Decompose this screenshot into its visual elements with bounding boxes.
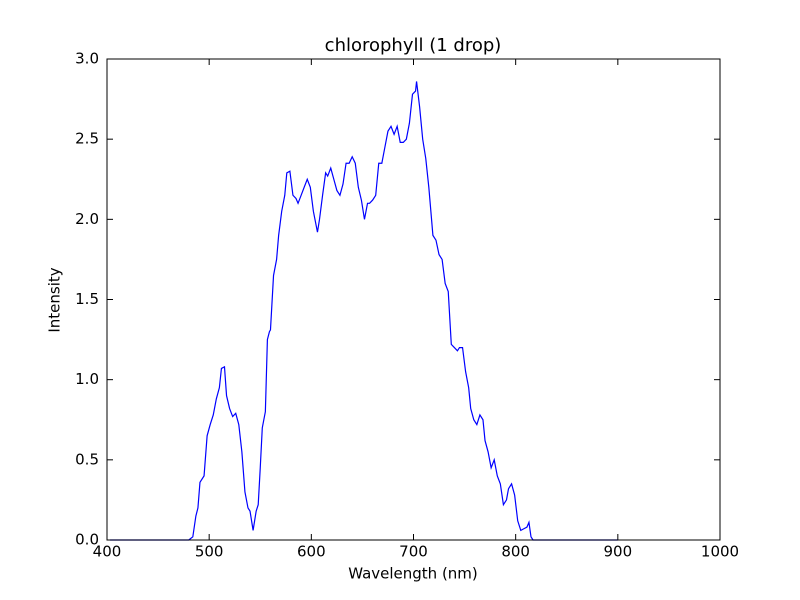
x-tick-label: 500 [195, 543, 224, 561]
chart-title: chlorophyll (1 drop) [325, 35, 502, 56]
plot-frame [106, 58, 721, 541]
x-tick-label: 400 [93, 543, 122, 561]
y-tick-label: 1.0 [75, 370, 99, 388]
x-tick-label: 900 [604, 543, 633, 561]
x-tick-label: 600 [297, 543, 326, 561]
y-tick-label: 1.5 [75, 290, 99, 308]
x-tick-label: 800 [501, 543, 530, 561]
data-line [110, 81, 618, 541]
x-tick-label: 700 [399, 543, 428, 561]
y-tick-label: 2.5 [75, 130, 99, 148]
x-tick-label: 1000 [701, 543, 739, 561]
y-tick-label: 2.0 [75, 210, 99, 228]
y-tick-label: 0.0 [75, 531, 99, 549]
y-tick-label: 3.0 [75, 50, 99, 68]
y-tick-label: 0.5 [75, 450, 99, 468]
y-axis-label: Intensity [46, 267, 64, 332]
x-axis-label: Wavelength (nm) [348, 565, 478, 583]
